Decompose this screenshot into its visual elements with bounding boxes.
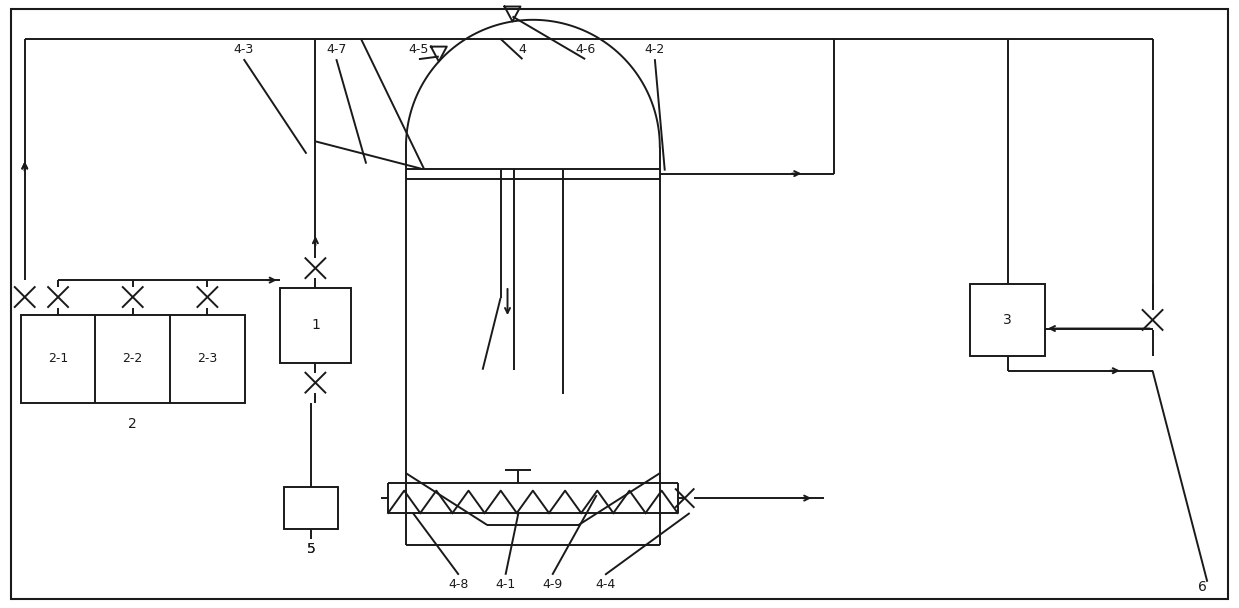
Text: 4-6: 4-6 xyxy=(575,43,595,56)
Text: 6: 6 xyxy=(1198,579,1207,593)
Text: 3: 3 xyxy=(1004,313,1012,327)
Bar xyxy=(284,487,338,529)
Text: 4-1: 4-1 xyxy=(496,578,515,591)
Text: 2-1: 2-1 xyxy=(48,352,68,365)
Text: 5: 5 xyxy=(306,542,315,556)
Text: 5: 5 xyxy=(306,542,315,556)
Text: 1: 1 xyxy=(311,319,320,333)
Text: 4-8: 4-8 xyxy=(449,578,468,591)
Text: 2: 2 xyxy=(129,418,138,432)
Bar xyxy=(21,315,245,402)
Text: 2-2: 2-2 xyxy=(123,352,142,365)
Bar xyxy=(280,288,351,363)
Bar xyxy=(970,284,1044,356)
Text: 4-5: 4-5 xyxy=(409,43,429,56)
Text: 4-9: 4-9 xyxy=(543,578,563,591)
Text: 2-3: 2-3 xyxy=(197,352,218,365)
Text: 4-2: 4-2 xyxy=(644,43,665,56)
Text: 4-4: 4-4 xyxy=(595,578,616,591)
Text: 4-3: 4-3 xyxy=(234,43,254,56)
Text: 4-7: 4-7 xyxy=(326,43,347,56)
Text: 4: 4 xyxy=(518,43,527,56)
